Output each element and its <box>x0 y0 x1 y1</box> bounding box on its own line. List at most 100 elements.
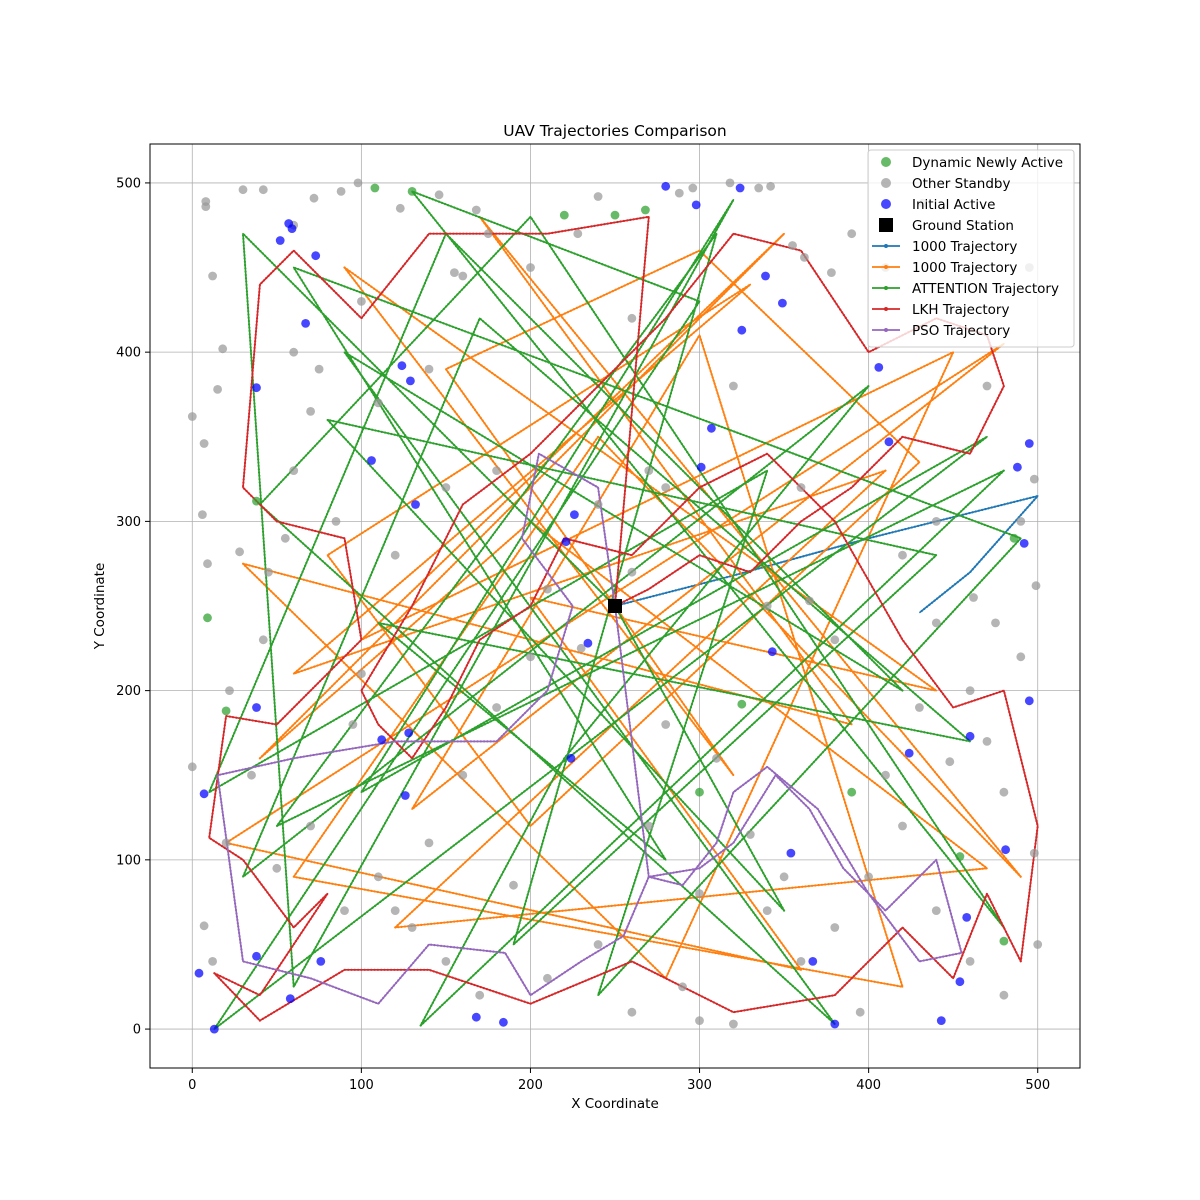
data-point <box>674 188 684 198</box>
data-point <box>367 456 376 465</box>
data-point <box>830 1019 840 1029</box>
data-point <box>945 757 955 767</box>
legend-label: 1000 Trajectory <box>912 260 1017 276</box>
data-point <box>729 381 738 391</box>
data-point <box>199 921 209 931</box>
y-tick-label: 200 <box>116 684 141 699</box>
x-tick-label: 100 <box>349 1078 374 1093</box>
legend-label: Initial Active <box>912 197 995 213</box>
data-point <box>767 647 777 657</box>
data-point <box>827 268 836 277</box>
data-point <box>874 363 884 372</box>
data-point <box>965 686 975 695</box>
data-point <box>407 187 417 196</box>
trajectory-series <box>225 215 1022 988</box>
data-point <box>800 253 809 262</box>
data-point <box>357 297 366 306</box>
data-point <box>199 789 209 799</box>
data-point <box>348 720 358 729</box>
data-point <box>707 423 716 433</box>
data-point <box>208 957 218 966</box>
data-point <box>695 787 704 797</box>
data-point <box>982 381 992 391</box>
y-axis-ticks: 0 100 200 300 400 500 <box>116 176 150 1038</box>
point-series <box>203 183 1019 946</box>
data-point <box>962 913 972 922</box>
trajectory-series <box>216 452 963 1005</box>
legend-label: ATTENTION Trajectory <box>912 281 1059 297</box>
legend-marker <box>884 286 888 290</box>
data-point <box>340 906 349 915</box>
data-point <box>641 205 650 215</box>
data-point <box>805 596 814 606</box>
legend-marker <box>884 328 888 332</box>
legend: Dynamic Newly Active Other Standby Initial… <box>867 149 1075 348</box>
data-point <box>543 584 552 594</box>
data-point <box>311 251 321 261</box>
data-point <box>931 618 941 628</box>
data-point <box>627 567 637 577</box>
data-point <box>999 936 1009 946</box>
data-point <box>357 669 366 679</box>
data-point <box>688 183 698 193</box>
point-series <box>187 178 1043 1029</box>
station-layer <box>608 599 622 613</box>
data-point <box>424 838 434 848</box>
data-point <box>492 703 501 712</box>
data-point <box>855 1007 865 1017</box>
data-point <box>370 183 380 193</box>
data-point <box>593 192 603 201</box>
data-point <box>221 706 231 716</box>
data-point <box>1024 439 1034 448</box>
data-point <box>559 210 569 220</box>
data-point <box>471 1012 481 1022</box>
trajectory-line <box>216 452 963 1005</box>
y-tick-label: 0 <box>133 1023 141 1038</box>
data-point <box>779 872 789 882</box>
chart-title: UAV Trajectories Comparison <box>503 122 727 140</box>
data-point <box>969 593 978 602</box>
data-point <box>275 236 285 245</box>
data-point <box>458 770 468 780</box>
data-point <box>999 990 1009 1000</box>
data-point <box>218 344 228 354</box>
data-point <box>471 205 481 215</box>
data-point <box>644 466 654 475</box>
data-point <box>373 872 383 882</box>
data-point <box>1016 517 1026 526</box>
data-point <box>955 852 965 861</box>
data-point <box>691 200 701 210</box>
legend-item: Initial Active <box>881 197 995 213</box>
data-point <box>593 940 603 949</box>
data-point <box>441 483 451 492</box>
y-tick-label: 500 <box>116 176 141 191</box>
data-point <box>203 613 212 623</box>
legend-label: 1000 Trajectory <box>912 239 1017 255</box>
data-point <box>1029 848 1039 858</box>
data-point <box>1016 652 1026 662</box>
data-point <box>309 193 319 203</box>
data-point <box>1033 940 1043 949</box>
legend-marker <box>881 199 891 209</box>
legend-label: Dynamic Newly Active <box>912 155 1063 171</box>
x-tick-label: 200 <box>518 1078 543 1093</box>
data-point <box>201 202 211 212</box>
data-point <box>761 271 770 281</box>
data-point <box>1029 474 1039 484</box>
data-point <box>661 181 671 191</box>
data-point <box>238 185 248 195</box>
data-point <box>762 601 772 611</box>
data-point <box>678 982 687 992</box>
data-point <box>991 618 1000 628</box>
trajectory-line <box>614 495 1039 614</box>
legend-label: LKH Trajectory <box>912 302 1009 318</box>
data-point <box>336 187 346 196</box>
legend-item: PSO Trajectory <box>872 323 1010 339</box>
data-point <box>788 241 797 250</box>
data-point <box>209 1024 219 1034</box>
data-point <box>264 567 273 577</box>
data-point <box>373 398 383 408</box>
points-layer <box>187 178 1043 1034</box>
data-point <box>543 973 552 983</box>
legend-marker <box>879 218 893 232</box>
